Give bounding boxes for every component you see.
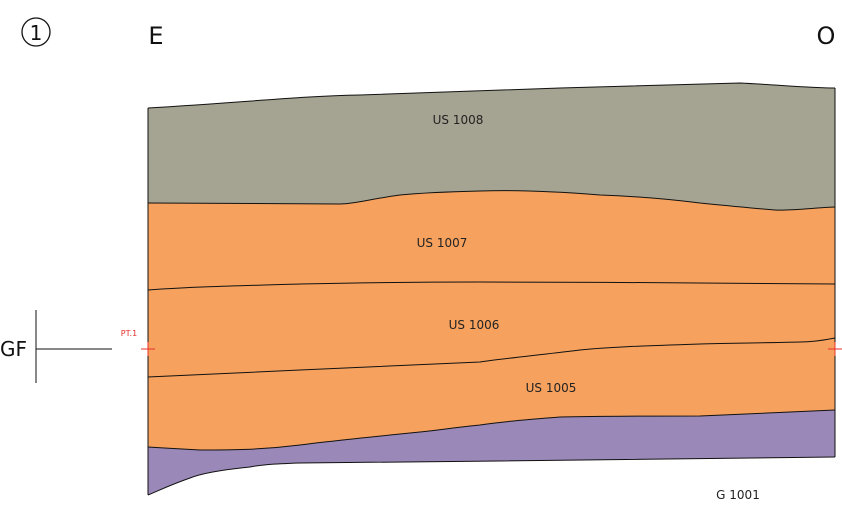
top-line (147, 82, 836, 109)
layer-us-1006 (148, 282, 835, 377)
orientation-right: O (817, 22, 836, 50)
marker-circle (21, 17, 51, 47)
interface (147, 281, 836, 291)
interface (147, 409, 836, 451)
caption: G 1001 (716, 488, 760, 502)
layer-label: US 1006 (449, 318, 500, 332)
datum-point: PT.1 (121, 329, 137, 338)
datum-label: GF (0, 337, 27, 361)
layer-us-1008 (148, 83, 835, 211)
layer-us-1005 (148, 338, 835, 450)
orientation-left: E (148, 22, 163, 50)
layer-label: US 1007 (417, 236, 468, 250)
layer-label: US 1008 (433, 113, 484, 127)
layer-label: US 1005 (526, 381, 577, 395)
layer-natural (148, 410, 835, 495)
interface (147, 190, 836, 211)
datum-crosses (141, 342, 842, 356)
bottom-line (147, 456, 836, 496)
interface (147, 337, 836, 378)
layer-us-1007 (148, 190, 835, 290)
boundaries (147, 82, 836, 496)
marker: 1 (30, 21, 43, 45)
